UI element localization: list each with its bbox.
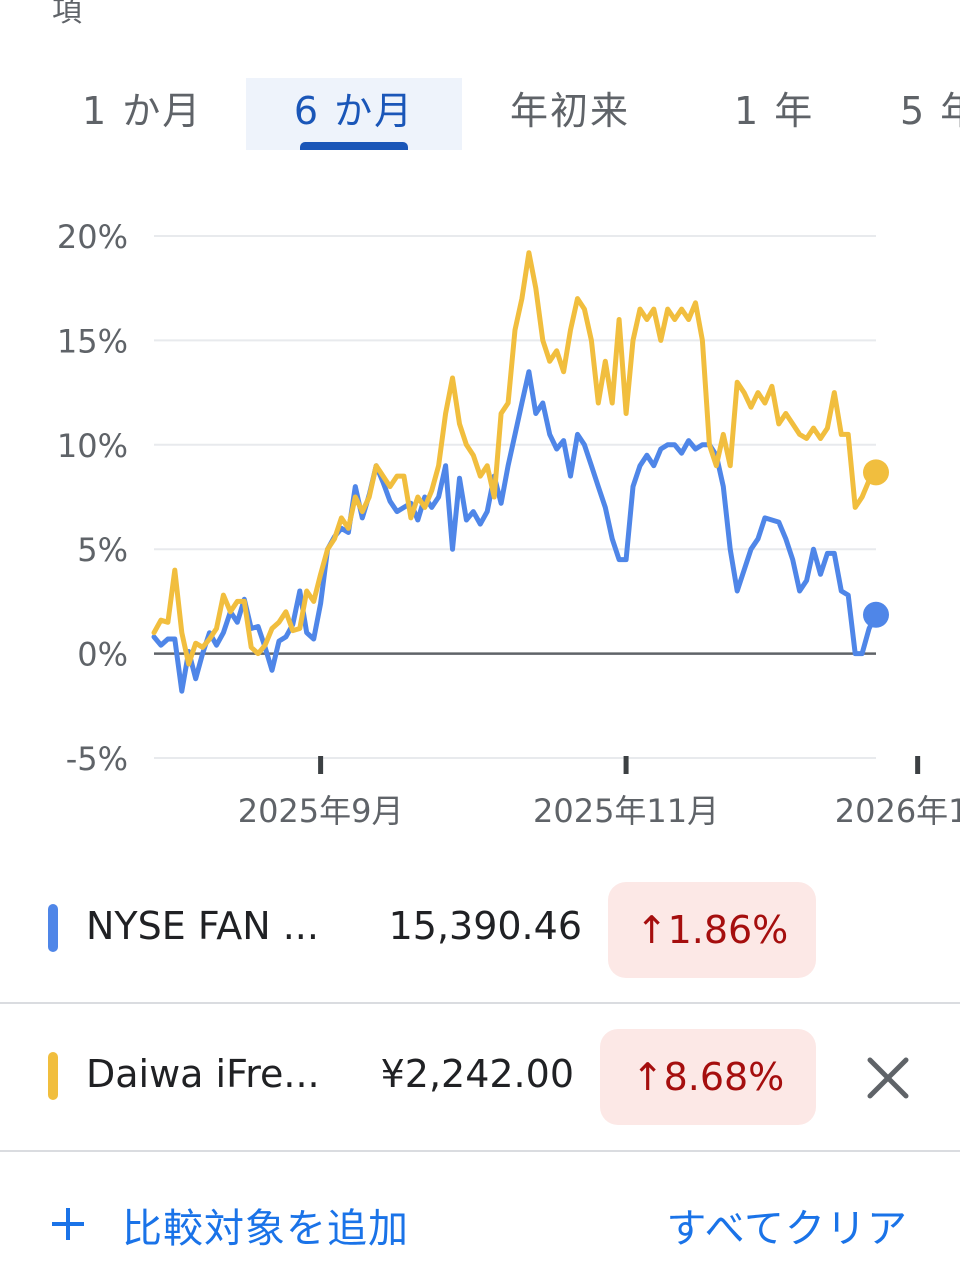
y-tick-label: 20%: [57, 218, 128, 256]
change-percent: 1.86%: [667, 908, 789, 952]
tab-label: 1 か月: [82, 89, 203, 133]
compare-row-daiwa[interactable]: Daiwa iFre... ¥2,242.00 ↑8.68%: [0, 1004, 960, 1144]
series-end-point-nyse-fang: [863, 601, 889, 628]
y-tick-label: 5%: [77, 531, 128, 569]
x-tick-label: 2025年9月: [238, 792, 404, 830]
x-axis: 2025年9月 2025年11月 2026年1月: [238, 756, 960, 830]
change-badge: ↑1.86%: [608, 882, 816, 978]
tab-6-months[interactable]: 6 か月: [246, 78, 462, 150]
series-color-swatch: [48, 904, 58, 952]
clear-all-button[interactable]: すべてクリア: [666, 1206, 908, 1252]
tab-label: 1 年: [734, 89, 815, 133]
tab-5-years[interactable]: 5 年: [900, 78, 960, 150]
chart-grid: [154, 235, 876, 759]
y-tick-label: 10%: [57, 427, 128, 465]
plus-icon[interactable]: [50, 1206, 86, 1242]
arrow-up-icon: ↑: [635, 908, 668, 952]
y-axis-labels: 20% 15% 10% 5% 0% -5%: [57, 218, 128, 778]
security-name: NYSE FAN ...: [86, 904, 319, 948]
tab-label: 6 か月: [293, 89, 415, 133]
series-end-point-daiwa: [863, 459, 889, 486]
series-color-swatch: [48, 1052, 58, 1100]
y-tick-label: -5%: [66, 740, 128, 778]
security-price: ¥2,242.00: [380, 1052, 574, 1096]
tab-1-year[interactable]: 1 年: [734, 78, 814, 150]
security-name: Daiwa iFre...: [86, 1052, 320, 1096]
change-percent: 8.68%: [663, 1055, 785, 1099]
compare-row-nyse-fang[interactable]: NYSE FAN ... 15,390.46 ↑1.86%: [0, 858, 960, 998]
range-tabs: 1 か月 6 か月 年初来 1 年 5 年: [0, 78, 960, 150]
row-divider: [0, 1150, 960, 1152]
x-tick-label: 2026年1月: [835, 792, 960, 830]
header-cut-text: 項: [52, 0, 82, 29]
change-badge: ↑8.68%: [600, 1029, 816, 1125]
tab-ytd[interactable]: 年初来: [510, 78, 630, 150]
tab-selected-indicator: [300, 142, 408, 150]
tab-1-month[interactable]: 1 か月: [82, 78, 202, 150]
chart-series: [151, 250, 889, 694]
series-line-nyse-fang: [151, 369, 879, 694]
series-line-daiwa: [151, 250, 879, 667]
arrow-up-icon: ↑: [631, 1055, 664, 1099]
tab-label: 年初来: [510, 89, 631, 133]
x-tick-label: 2025年11月: [533, 792, 719, 830]
tab-label: 5 年: [900, 89, 960, 133]
add-compare-button[interactable]: 比較対象を追加: [122, 1206, 409, 1252]
close-icon[interactable]: [866, 1056, 910, 1100]
security-price: 15,390.46: [388, 904, 582, 948]
y-tick-label: 0%: [77, 636, 128, 674]
comparison-line-chart[interactable]: 20% 15% 10% 5% 0% -5% 2025年9月 2025年11月 2026年1月: [0, 200, 960, 850]
row-divider: [0, 1002, 960, 1004]
y-tick-label: 15%: [57, 322, 128, 360]
